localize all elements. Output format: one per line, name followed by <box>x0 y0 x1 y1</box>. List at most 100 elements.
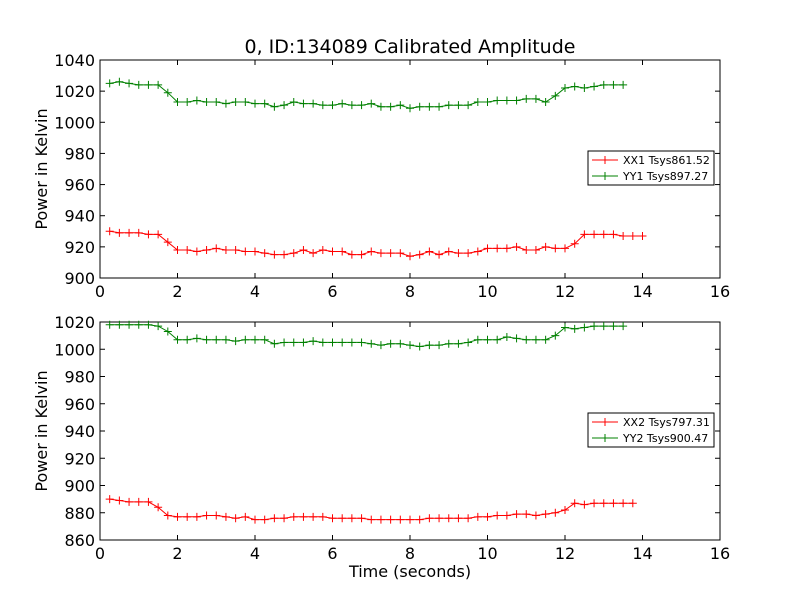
data-point-marker <box>163 88 172 97</box>
data-point-marker <box>318 245 327 254</box>
y-tick-label: 920 <box>64 238 95 257</box>
data-point-marker <box>590 230 599 239</box>
data-point-marker <box>251 335 259 344</box>
data-point-marker <box>464 101 473 110</box>
data-point-marker <box>454 101 463 110</box>
x-tick-label: 10 <box>477 282 497 301</box>
data-point-marker <box>144 497 153 506</box>
data-point-marker <box>125 497 134 506</box>
data-point-marker <box>299 512 308 521</box>
data-point-marker <box>493 511 502 520</box>
data-point-marker <box>173 98 182 107</box>
data-point-marker <box>183 512 192 521</box>
data-point-marker <box>280 250 289 259</box>
data-point-marker <box>134 320 143 329</box>
data-point-marker <box>454 249 463 258</box>
data-point-marker <box>309 249 318 258</box>
data-point-marker <box>512 242 521 251</box>
data-point-marker <box>251 515 259 524</box>
data-point-marker <box>347 250 356 259</box>
data-point-marker <box>125 79 134 88</box>
data-point-marker <box>367 339 376 348</box>
data-point-marker <box>415 102 424 111</box>
data-point-marker <box>231 514 240 523</box>
data-point-marker <box>551 331 560 340</box>
data-point-marker <box>241 512 250 521</box>
data-point-marker <box>386 249 395 258</box>
data-point-marker <box>580 230 589 239</box>
data-point-marker <box>357 101 366 110</box>
data-point-marker <box>590 82 599 91</box>
data-point-marker <box>406 341 414 350</box>
x-tick-label: 4 <box>250 544 260 563</box>
data-point-marker <box>483 244 492 253</box>
data-point-marker <box>241 335 250 344</box>
data-point-marker <box>376 341 385 350</box>
data-point-marker <box>599 322 608 331</box>
data-point-marker <box>551 91 560 100</box>
data-point-marker <box>425 341 434 350</box>
data-point-marker <box>512 96 521 105</box>
y-tick-label: 920 <box>64 449 95 468</box>
y-axis-label: Power in Kelvin <box>32 370 51 491</box>
data-point-marker <box>221 99 230 108</box>
top-panel: 0 2 4 6 8 10 12 14 16 900 920 940 960 980 1000 1020 1040… <box>32 51 730 301</box>
data-point-marker <box>134 80 143 89</box>
legend-marker <box>601 156 609 164</box>
legend-label: YY2 Tsys900.47 <box>622 432 708 445</box>
data-point-marker <box>192 96 201 105</box>
data-point-marker <box>221 512 230 521</box>
data-point-marker <box>435 102 444 111</box>
y-tick-label: 880 <box>64 504 95 523</box>
data-point-marker <box>367 515 376 524</box>
data-point-marker <box>522 94 531 103</box>
data-point-marker <box>221 335 230 344</box>
x-tick-label: 4 <box>250 282 260 301</box>
legend-label: XX2 Tsys797.31 <box>623 416 710 429</box>
data-point-marker <box>173 512 182 521</box>
data-point-marker <box>163 511 172 520</box>
data-point-marker <box>202 245 211 254</box>
data-point-marker <box>231 245 240 254</box>
data-point-marker <box>289 249 298 258</box>
data-point-marker <box>154 80 163 89</box>
data-point-marker <box>628 499 637 508</box>
data-point-marker <box>541 510 550 519</box>
data-point-marker <box>619 499 628 508</box>
data-point-marker <box>192 247 201 256</box>
data-point-marker <box>396 249 405 258</box>
data-point-marker <box>318 338 327 347</box>
legend-box <box>587 412 715 448</box>
data-point-marker <box>280 101 289 110</box>
data-point-marker <box>154 503 163 512</box>
data-point-marker <box>502 96 511 105</box>
y-tick-label: 860 <box>64 531 95 550</box>
data-point-marker <box>173 335 182 344</box>
data-point-marker <box>115 496 124 505</box>
data-point-marker <box>347 514 356 523</box>
x-tick-label: 16 <box>710 544 730 563</box>
data-point-marker <box>125 228 134 237</box>
data-point-marker <box>192 334 201 343</box>
data-point-marker <box>570 239 579 248</box>
data-point-marker <box>619 322 628 331</box>
x-tick-label: 12 <box>555 282 575 301</box>
data-point-marker <box>444 247 453 256</box>
data-point-marker <box>338 99 347 108</box>
legend-box <box>587 150 715 186</box>
y-tick-label: 1000 <box>54 340 95 359</box>
data-point-marker <box>493 244 502 253</box>
data-point-marker <box>522 335 531 344</box>
data-point-marker <box>105 227 114 236</box>
x-tick-label: 0 <box>95 282 105 301</box>
x-tick-label: 12 <box>555 544 575 563</box>
data-point-marker <box>396 101 405 110</box>
data-point-marker <box>289 512 298 521</box>
data-point-marker <box>551 244 560 253</box>
data-point-marker <box>444 101 453 110</box>
data-point-marker <box>493 96 502 105</box>
data-point-marker <box>386 102 395 111</box>
data-point-marker <box>609 80 618 89</box>
y-tick-label: 940 <box>64 207 95 226</box>
